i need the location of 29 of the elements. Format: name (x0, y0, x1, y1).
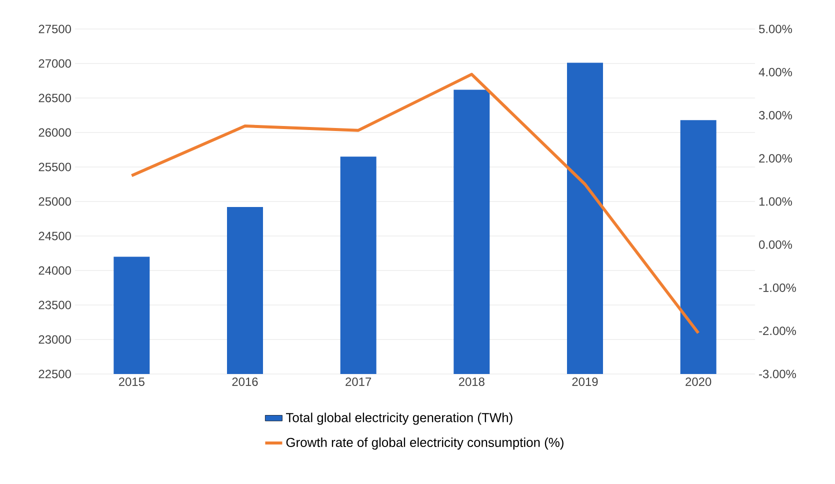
y-tick-label: 23500 (38, 300, 72, 310)
y-tick-label: 24000 (38, 266, 72, 275)
y2-tick-label: -3.00% (759, 370, 796, 378)
y-tick-label: 25500 (38, 162, 72, 172)
y-tick-label: 23000 (38, 335, 72, 344)
y2-tick-label: 5.00% (759, 24, 792, 34)
y2-tick-label: 3.00% (758, 111, 792, 120)
x-tick-label: 2017 (346, 378, 372, 386)
y2-tick-label: 0.00% (758, 240, 792, 249)
x-tick-label: 2015 (118, 378, 144, 386)
x-tick-label: 2016 (232, 378, 258, 386)
line-series (130, 72, 700, 335)
y-tick-label: 25000 (38, 197, 72, 206)
y2-tick-label: 1.00% (759, 197, 792, 206)
y2-tick-label: 4.00% (758, 68, 792, 76)
y2-tick-label: 2.00% (759, 154, 792, 163)
legend-label: Total global electricity generation (TWh) (286, 412, 512, 425)
y2-tick-label: -2.00% (759, 326, 796, 336)
y-tick-label: 27500 (38, 24, 72, 34)
y-tick-label: 26000 (38, 128, 72, 137)
x-tick-label: 2018 (458, 378, 484, 386)
y-tick-label: 26500 (38, 94, 72, 102)
legend-label: Growth rate of global electricity consumption (%) (286, 438, 564, 450)
x-tick-label: 2020 (686, 378, 712, 386)
x-tick-label: 2019 (572, 378, 598, 386)
y2-tick-label: -1.00% (759, 284, 796, 292)
y-tick-label: 24500 (38, 232, 72, 240)
y-tick-label: 22500 (38, 370, 72, 378)
y-tick-label: 27000 (38, 59, 72, 68)
